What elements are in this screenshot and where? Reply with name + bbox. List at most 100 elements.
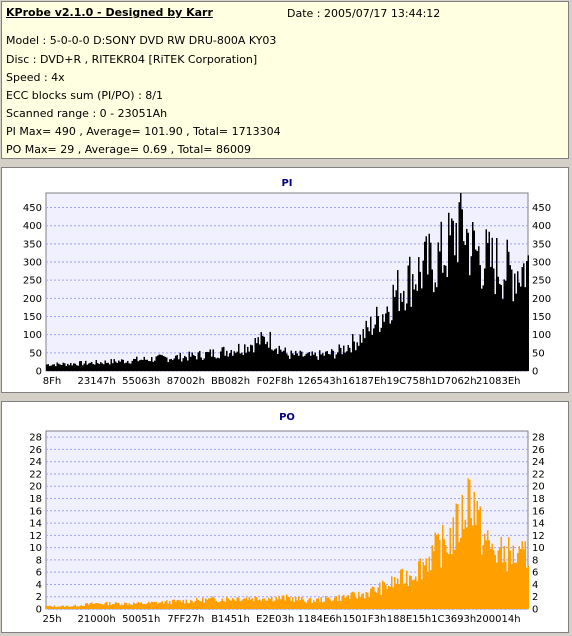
data-bar <box>269 331 271 371</box>
data-bar <box>359 334 361 371</box>
data-bar <box>193 355 195 371</box>
data-bar <box>205 352 207 371</box>
data-bar <box>214 357 216 371</box>
data-bar <box>286 353 288 371</box>
data-bar <box>55 606 57 609</box>
data-bar <box>139 360 141 371</box>
x-tick-label: 188E15h <box>387 614 431 625</box>
data-bar <box>523 263 525 371</box>
data-bar <box>338 594 340 609</box>
data-bar <box>224 601 226 609</box>
data-bar <box>478 509 480 609</box>
data-bar <box>163 603 165 609</box>
data-bar <box>313 600 315 609</box>
data-bar <box>478 246 480 371</box>
data-bar <box>259 599 261 609</box>
data-bar <box>169 600 171 609</box>
y-tick-label-left: 12 <box>29 531 42 542</box>
data-bar <box>247 346 249 371</box>
data-bar <box>334 358 336 371</box>
data-bar <box>493 268 495 371</box>
data-bar <box>344 597 346 609</box>
data-bar <box>62 605 64 609</box>
data-bar <box>451 554 453 609</box>
data-bar <box>260 332 262 371</box>
x-tick-label: 1501F3h <box>342 614 386 625</box>
data-bar <box>434 532 436 609</box>
y-tick-label-left: 250 <box>23 276 42 287</box>
data-bar <box>452 220 454 371</box>
data-bar <box>47 606 49 609</box>
x-tick-label: 126543h <box>298 376 343 387</box>
data-bar <box>161 601 163 609</box>
data-bar <box>199 601 201 609</box>
data-bar <box>94 364 96 371</box>
data-bar <box>337 601 339 609</box>
data-bar <box>208 598 210 609</box>
data-bar <box>442 272 444 371</box>
data-bar <box>394 296 396 371</box>
data-bar <box>77 606 79 609</box>
data-bar <box>371 334 373 371</box>
data-bar <box>481 554 483 609</box>
info-panel: KProbe v2.1.0 - Designed by Karr Date : … <box>1 1 569 159</box>
data-bar <box>125 602 127 609</box>
x-tick-label: B1451h <box>211 614 250 625</box>
x-tick-label: BB082h <box>211 376 250 387</box>
data-bar <box>212 596 214 609</box>
data-bar <box>118 360 120 371</box>
data-bar <box>218 358 220 371</box>
data-bar <box>364 338 366 371</box>
data-bar <box>512 545 514 609</box>
data-bar <box>212 349 214 371</box>
data-bar <box>413 579 415 609</box>
data-bar <box>182 599 184 609</box>
data-bar <box>52 606 54 609</box>
data-bar <box>389 586 391 609</box>
data-bar <box>302 356 304 371</box>
data-bar <box>494 554 496 609</box>
data-bar <box>194 601 196 609</box>
data-bar <box>98 603 100 609</box>
data-bar <box>407 586 409 609</box>
x-tick-label: 7FF27h <box>167 614 204 625</box>
data-bar <box>59 364 61 371</box>
data-bar <box>229 353 231 371</box>
data-bar <box>461 209 463 371</box>
data-bar <box>490 266 492 371</box>
data-bar <box>155 602 157 609</box>
data-bar <box>290 600 292 609</box>
data-bar <box>145 604 147 609</box>
data-bar <box>484 268 486 371</box>
data-bar <box>374 324 376 371</box>
data-bar <box>326 351 328 371</box>
data-bar <box>167 362 169 371</box>
data-bar <box>71 606 73 609</box>
data-bar <box>49 605 51 609</box>
data-bar <box>452 517 454 609</box>
data-bar <box>167 603 169 609</box>
data-bar <box>307 600 309 609</box>
data-bar <box>188 603 190 609</box>
data-bar <box>514 273 516 371</box>
data-bar <box>352 334 354 371</box>
data-bar <box>166 357 168 371</box>
data-bar <box>509 265 511 371</box>
data-bar <box>251 345 253 371</box>
data-bar <box>235 352 237 371</box>
data-bar <box>520 549 522 609</box>
data-bar <box>256 343 258 371</box>
data-bar <box>65 365 67 371</box>
data-bar <box>122 604 124 609</box>
data-bar <box>223 601 225 609</box>
data-bar <box>464 244 466 371</box>
data-bar <box>460 537 462 609</box>
data-bar <box>179 600 181 609</box>
data-bar <box>187 360 189 371</box>
data-bar <box>239 353 241 371</box>
data-bar <box>226 596 228 609</box>
y-tick-label-right: 28 <box>532 433 545 444</box>
data-bar <box>170 358 172 371</box>
data-bar <box>298 596 300 609</box>
data-bar <box>367 593 369 609</box>
